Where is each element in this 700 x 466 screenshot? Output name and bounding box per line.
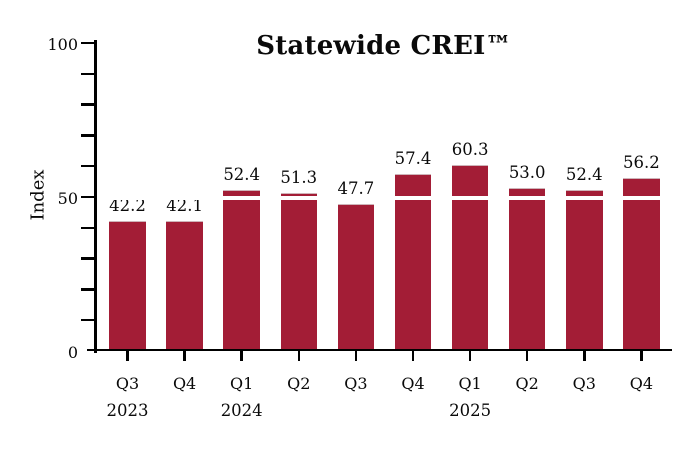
y-axis-tick-label: 0 xyxy=(67,343,78,362)
bar xyxy=(623,177,660,351)
x-axis-tick xyxy=(583,351,586,361)
bar xyxy=(280,192,318,351)
bar xyxy=(109,221,146,351)
x-category-label: Q4 xyxy=(401,374,425,393)
y-axis-tick xyxy=(81,72,94,76)
y-axis-tick xyxy=(81,226,94,230)
bar xyxy=(451,165,489,351)
y-axis-tick xyxy=(81,164,94,168)
bar-value-label: 42.2 xyxy=(109,196,146,216)
bar xyxy=(566,189,603,351)
bar xyxy=(166,221,203,351)
x-category-label: Q2 xyxy=(515,374,539,393)
bar xyxy=(508,187,546,351)
bar xyxy=(223,189,260,351)
x-axis-tick xyxy=(640,351,643,361)
year-label: 2025 xyxy=(449,401,492,420)
y-axis-tick-label: 100 xyxy=(47,35,78,54)
year-label: 2024 xyxy=(220,401,263,420)
bar-value-label: 42.1 xyxy=(166,196,203,216)
bar-value-label: 57.4 xyxy=(394,149,432,169)
x-axis-line xyxy=(87,348,672,351)
chart-title: Statewide CREI™ xyxy=(256,31,512,61)
x-axis-tick xyxy=(354,351,358,361)
x-axis-tick xyxy=(183,351,186,361)
y-axis-tick xyxy=(81,134,94,137)
bar-value-label: 52.4 xyxy=(223,164,261,184)
year-label: 2023 xyxy=(106,401,149,420)
x-axis-tick xyxy=(525,351,529,361)
bar xyxy=(337,204,375,351)
x-category-label: Q3 xyxy=(115,374,140,393)
bar-value-label: 56.2 xyxy=(623,152,660,172)
bar-value-label: 51.3 xyxy=(280,167,318,187)
bar xyxy=(394,174,432,351)
x-category-label: Q1 xyxy=(230,374,254,393)
bar-value-label: 53.0 xyxy=(508,162,546,182)
x-axis-tick xyxy=(468,351,472,361)
y-axis-tick xyxy=(81,257,94,260)
y-axis-tick xyxy=(81,41,94,45)
y-axis-tick xyxy=(81,318,94,322)
x-category-label: Q2 xyxy=(287,374,311,393)
y-axis-tick xyxy=(81,195,94,199)
x-axis-tick xyxy=(126,351,129,361)
x-category-label: Q3 xyxy=(572,374,596,393)
y-axis-tick xyxy=(81,103,94,106)
x-axis-tick xyxy=(297,351,301,361)
x-axis-tick xyxy=(411,351,415,361)
x-axis-tick xyxy=(240,351,243,361)
y-axis-tick-label: 50 xyxy=(57,189,78,208)
bar-value-label: 52.4 xyxy=(565,164,603,184)
x-category-label: Q1 xyxy=(458,374,482,393)
x-category-label: Q3 xyxy=(344,374,368,393)
reference-line-50 xyxy=(97,196,668,200)
bar-value-label: 47.7 xyxy=(337,179,375,199)
x-category-label: Q4 xyxy=(172,374,197,393)
x-category-label: Q4 xyxy=(629,374,654,393)
y-axis-tick xyxy=(81,288,94,291)
bar-value-label: 60.3 xyxy=(451,140,489,160)
y-axis-line xyxy=(94,40,97,353)
